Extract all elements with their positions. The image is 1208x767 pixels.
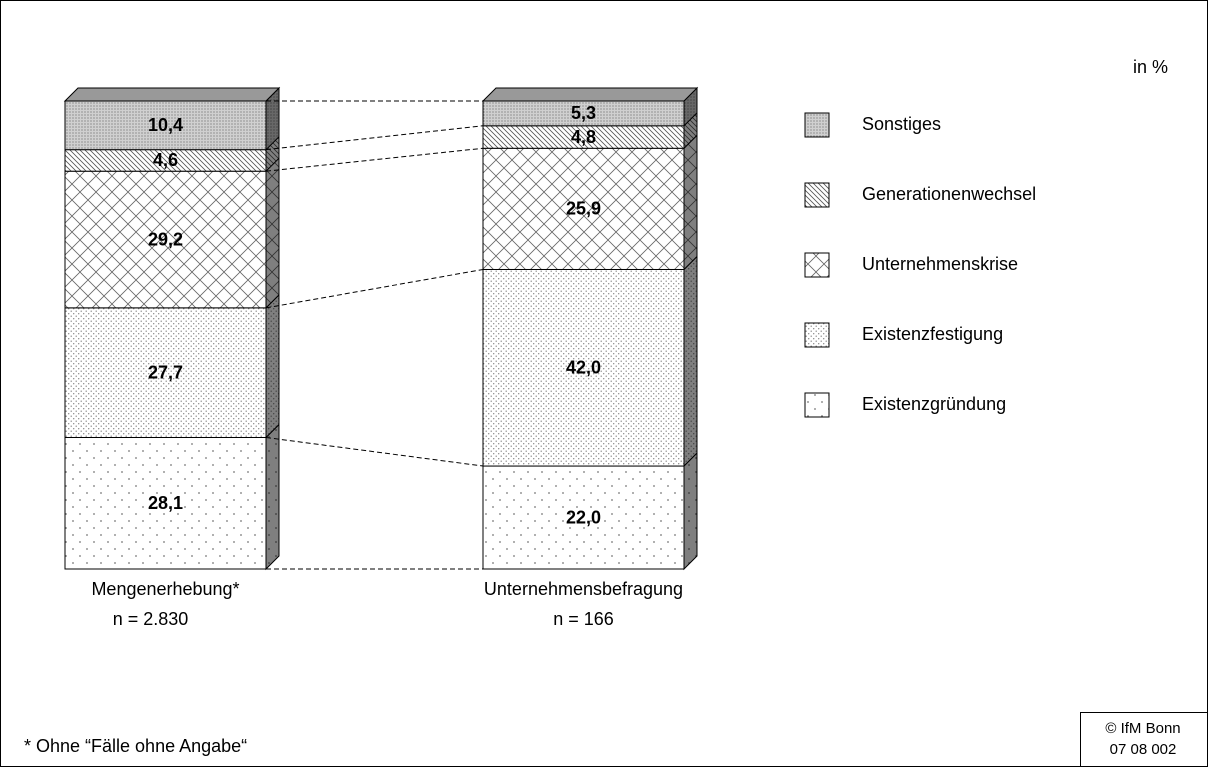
legend-label: Existenzgründung xyxy=(862,394,1006,414)
value-label: 28,1 xyxy=(148,493,183,513)
bar-side-shade xyxy=(684,112,697,149)
source: © IfM Bonn xyxy=(1105,720,1180,737)
connector xyxy=(265,125,484,151)
footnote: * Ohne “Fälle ohne Angabe“ xyxy=(24,736,247,756)
bar-top xyxy=(481,87,699,102)
bar-side-shade xyxy=(684,256,697,467)
value-label: 10,4 xyxy=(148,115,183,135)
bar-segment xyxy=(64,307,267,438)
legend-label: Sonstiges xyxy=(862,114,941,134)
bar-side-shade xyxy=(266,294,279,438)
legend-label: Existenzfestigung xyxy=(862,324,1003,344)
connector xyxy=(265,268,484,309)
legend-swatch xyxy=(804,182,830,208)
legend-swatch xyxy=(804,252,830,278)
bar-side-shade xyxy=(684,135,697,270)
unit-label: in % xyxy=(1133,57,1168,77)
value-label: 27,7 xyxy=(148,362,183,382)
bar-side-shade xyxy=(684,88,697,126)
legend-swatch xyxy=(804,322,830,348)
bar-segment xyxy=(64,436,267,570)
bar-side-shade xyxy=(266,424,279,569)
value-label: 25,9 xyxy=(566,199,601,219)
bar-segment xyxy=(64,170,267,309)
legend-label: Generationenwechsel xyxy=(862,184,1036,204)
bar-segment xyxy=(482,100,685,127)
legend-swatch xyxy=(804,112,830,138)
value-label: 4,6 xyxy=(153,150,178,170)
x-tick-label: Mengenerhebung* xyxy=(91,579,239,599)
value-label: 22,0 xyxy=(566,507,601,527)
bar-side-shade xyxy=(266,158,279,308)
connector xyxy=(265,147,484,172)
connector xyxy=(265,436,484,467)
bar-segment xyxy=(482,147,685,270)
bar-segment xyxy=(482,268,685,467)
value-label: 5,3 xyxy=(571,103,596,123)
legend-label: Unternehmenskrise xyxy=(862,254,1018,274)
bar-side-shade xyxy=(266,88,279,150)
legend-swatch xyxy=(804,392,830,418)
bar-top xyxy=(63,87,281,102)
sample-size: n = 166 xyxy=(553,609,614,629)
x-tick-label: Unternehmensbefragung xyxy=(484,579,683,599)
value-label: 29,2 xyxy=(148,229,183,249)
sample-size: n = 2.830 xyxy=(113,609,189,629)
value-label: 4,8 xyxy=(571,127,596,147)
bar-side-shade xyxy=(684,453,697,569)
bar-side-shade xyxy=(266,136,279,172)
source: 07 08 002 xyxy=(1110,741,1177,758)
value-label: 42,0 xyxy=(566,358,601,378)
